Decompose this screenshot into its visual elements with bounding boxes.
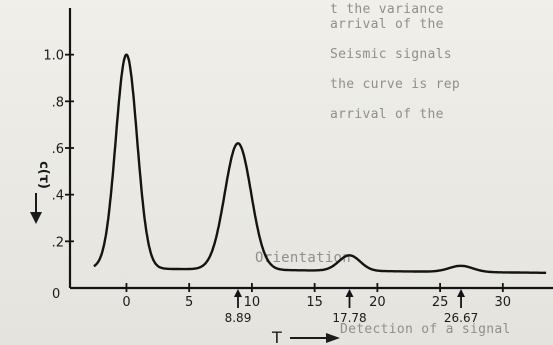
background-heading: Orientation (255, 250, 352, 266)
y-axis-arrow (30, 193, 42, 224)
y-tick-label: .2 (52, 235, 64, 250)
x-axis-label: T (271, 328, 282, 345)
x-tick-label: 10 (244, 295, 261, 310)
background-text-line: Seismic signals (330, 47, 452, 62)
background-text-line: arrival of the (330, 107, 444, 122)
chart-markers: 8.89 17.78 26.67 (225, 289, 478, 325)
chart-ticks: .2 .4 .6 .8 1.0 0 5 10 15 20 25 30 (43, 49, 511, 310)
marker-label: 8.89 (225, 311, 252, 325)
x-tick-label: 20 (369, 295, 386, 310)
y-tick-label: 1.0 (43, 49, 64, 64)
y-axis-label: c(τ) (36, 161, 51, 189)
background-text-line: the curve is rep (330, 77, 461, 92)
x-tick-label: 0 (122, 295, 130, 310)
x-tick-label: 25 (432, 295, 449, 310)
y-tick-label: .4 (52, 189, 64, 204)
x-axis-arrow (290, 333, 340, 343)
chart-axes (68, 8, 553, 290)
correlation-curve (93, 53, 547, 274)
marker-label: 17.78 (332, 311, 366, 325)
y-origin-label: 0 (52, 287, 60, 302)
marker-arrowhead (233, 289, 242, 297)
x-tick-label: 5 (185, 295, 193, 310)
marker-label: 26.67 (444, 311, 478, 325)
y-tick-label: .8 (52, 95, 64, 110)
chart-curves (93, 53, 547, 274)
y-tick-label: .6 (52, 142, 64, 157)
x-tick-label: 15 (306, 295, 323, 310)
background-text-line: arrival of the (330, 17, 444, 32)
background-text-line: Detection of a signal (340, 322, 511, 337)
marker-arrowhead (457, 289, 466, 297)
background-text-line: t the variance (330, 2, 444, 17)
marker-arrowhead (345, 289, 354, 297)
x-tick-label: 30 (495, 295, 512, 310)
